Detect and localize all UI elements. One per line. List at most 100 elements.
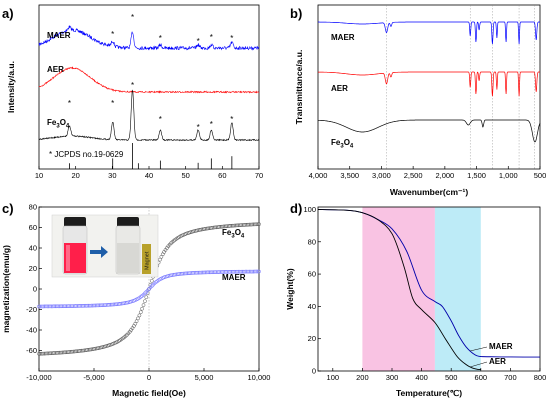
data-point xyxy=(244,269,249,274)
data-point xyxy=(226,270,231,274)
series-maer-xrd xyxy=(38,25,260,51)
data-point xyxy=(217,270,221,274)
data-point xyxy=(202,270,206,275)
data-point xyxy=(247,222,252,227)
data-point xyxy=(78,304,83,308)
data-point xyxy=(224,270,228,274)
data-point xyxy=(64,304,69,309)
peak-marker: * xyxy=(210,120,213,129)
data-point xyxy=(121,301,125,306)
x-tick-label-c: 10,000 xyxy=(248,373,271,382)
x-tick-label-b: 500 xyxy=(534,171,547,180)
x-tick-label-d: 400 xyxy=(415,373,428,382)
y-tick-label-d: 80 xyxy=(308,237,316,246)
data-point xyxy=(79,304,84,308)
series-fe3o4-hysteresis xyxy=(37,222,261,356)
data-point xyxy=(70,304,74,308)
data-point xyxy=(237,223,242,228)
data-point xyxy=(57,350,62,355)
data-point xyxy=(225,270,230,274)
y-tick-label-d: 60 xyxy=(308,270,316,279)
data-point xyxy=(141,303,146,307)
data-point xyxy=(38,351,43,356)
data-point xyxy=(182,271,187,276)
data-point xyxy=(188,271,193,275)
label-aer-b: AER xyxy=(331,84,348,93)
panel-b-frame xyxy=(317,4,541,170)
data-point xyxy=(248,222,253,227)
label-aer-d: AER xyxy=(489,357,506,366)
data-point xyxy=(68,304,73,308)
data-point xyxy=(236,269,241,274)
data-point xyxy=(61,304,66,309)
y-tick-label-d: 100 xyxy=(303,205,316,214)
data-point xyxy=(82,348,87,353)
data-point xyxy=(39,304,44,309)
data-point xyxy=(89,347,94,352)
data-point xyxy=(203,226,208,231)
x-tick-label-b: 2,500 xyxy=(404,171,423,180)
x-tick-label-b: 3,000 xyxy=(372,171,391,180)
data-point xyxy=(239,269,243,274)
data-point xyxy=(189,271,194,275)
data-point xyxy=(233,269,238,274)
y-axis-title-c: magnetization(emu/g) xyxy=(1,245,11,333)
data-point xyxy=(185,271,190,276)
y-tick-label-c: -40 xyxy=(26,326,37,335)
data-point xyxy=(55,304,59,309)
data-point xyxy=(215,225,220,229)
data-point xyxy=(257,269,261,274)
data-point xyxy=(71,304,76,308)
data-point xyxy=(79,348,84,353)
data-point xyxy=(63,350,67,355)
x-tick-label-b: 2,000 xyxy=(435,171,454,180)
y-tick-label-d: 40 xyxy=(308,302,316,311)
magnet-label: Magnet xyxy=(145,251,151,270)
data-point xyxy=(222,224,227,229)
label-aer-a: AER xyxy=(47,65,64,74)
data-point xyxy=(144,295,149,300)
data-point xyxy=(232,269,237,274)
data-point xyxy=(209,270,213,275)
series-fe3o4-xrd xyxy=(39,89,260,142)
data-point xyxy=(37,304,41,309)
data-point xyxy=(240,269,245,274)
data-point xyxy=(202,227,206,231)
y-axis-title-a: Intensity/a.u. xyxy=(6,61,16,113)
x-tick-label-a: 20 xyxy=(71,171,79,180)
data-point xyxy=(49,351,54,356)
data-point xyxy=(200,270,205,275)
data-point xyxy=(235,269,239,274)
y-axis-title-d: Weight(%) xyxy=(285,268,295,310)
data-point xyxy=(41,304,45,309)
data-point xyxy=(140,306,144,311)
data-point xyxy=(52,351,56,355)
x-tick-label-d: 200 xyxy=(356,373,369,382)
data-point xyxy=(236,223,241,228)
data-point xyxy=(71,349,76,354)
data-point xyxy=(195,270,199,275)
data-point xyxy=(75,304,80,308)
data-point xyxy=(56,350,61,355)
panel-label-d: d) xyxy=(290,201,302,216)
panel-label-b: b) xyxy=(290,6,302,21)
data-point xyxy=(75,349,80,354)
data-point xyxy=(214,225,219,230)
data-point xyxy=(60,350,65,355)
data-point xyxy=(90,347,95,352)
data-point xyxy=(220,270,224,274)
data-point xyxy=(174,272,179,277)
data-point xyxy=(77,349,81,353)
data-point xyxy=(231,223,235,228)
data-point xyxy=(78,349,83,353)
data-point xyxy=(107,302,111,307)
y-tick-label-c: 0 xyxy=(33,285,37,294)
data-point xyxy=(203,270,208,275)
x-axis-title-c: Magnetic field(Oe) xyxy=(112,388,186,398)
peak-marker: * xyxy=(230,115,233,124)
data-point xyxy=(176,272,180,277)
data-point xyxy=(94,346,99,351)
data-point xyxy=(89,303,94,308)
data-point xyxy=(94,303,99,308)
